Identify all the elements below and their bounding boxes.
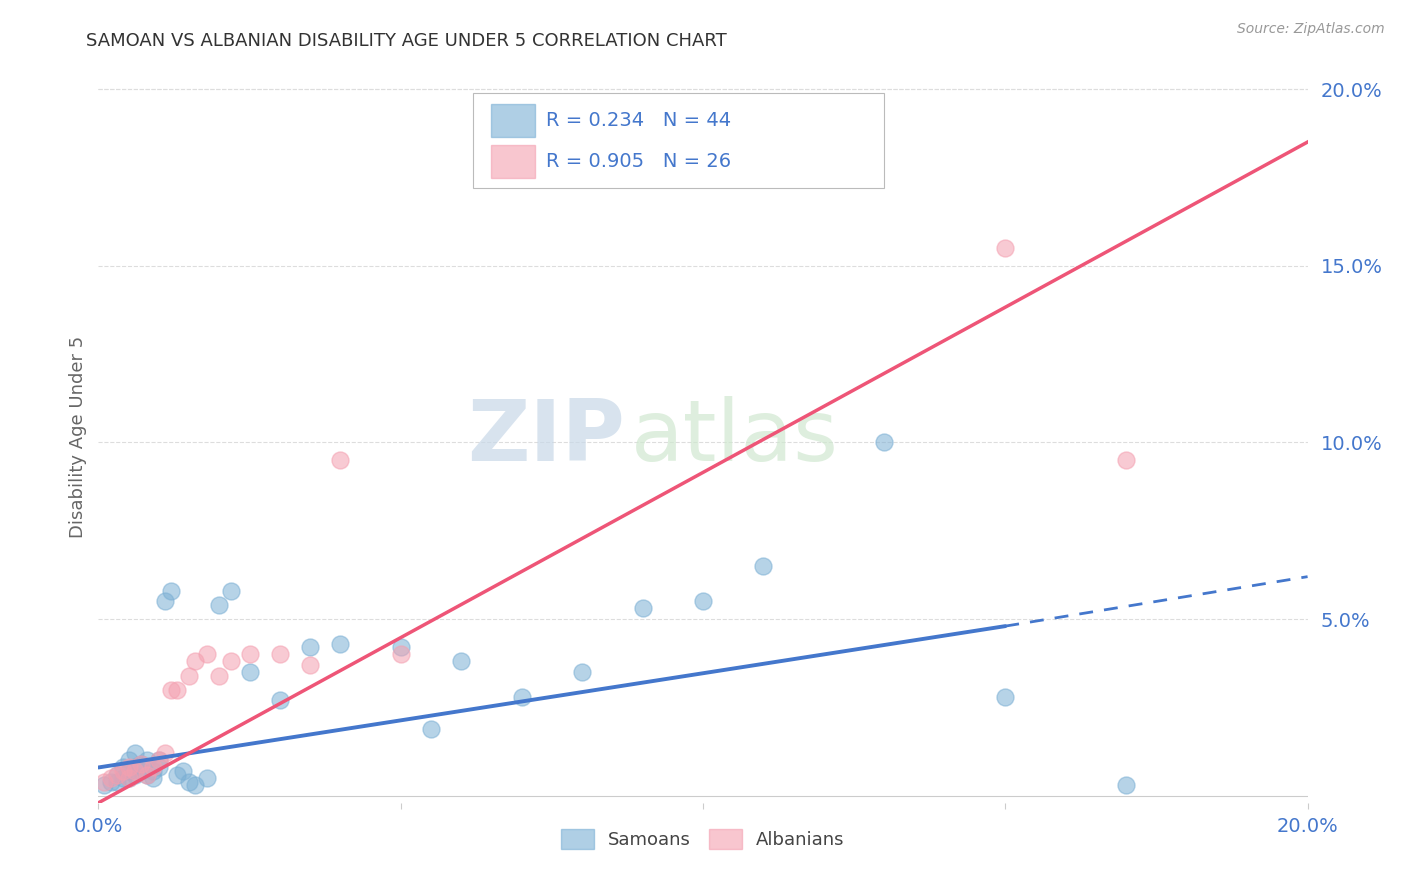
Point (1115, 778, 1137, 792)
Point (135, 767, 157, 781)
Point (269, 648, 291, 662)
Point (571, 665, 593, 679)
Text: ZIP: ZIP (467, 395, 624, 479)
Point (118, 760, 141, 774)
Point (105, 767, 128, 781)
Text: atlas: atlas (630, 395, 838, 479)
Point (111, 760, 134, 774)
Point (142, 764, 165, 778)
Point (239, 648, 262, 662)
Point (166, 767, 188, 781)
Point (93, 778, 115, 792)
Point (118, 771, 141, 785)
Point (135, 767, 157, 781)
Point (153, 594, 176, 608)
Point (510, 690, 533, 704)
Point (221, 655, 243, 669)
FancyBboxPatch shape (492, 103, 534, 137)
Point (994, 241, 1017, 255)
Point (873, 435, 896, 450)
Point (329, 453, 352, 467)
Point (631, 601, 654, 615)
Point (124, 764, 146, 778)
Point (1115, 453, 1137, 467)
Point (179, 774, 201, 789)
Point (142, 771, 165, 785)
Point (221, 583, 243, 598)
Point (184, 655, 207, 669)
Point (994, 690, 1017, 704)
Point (118, 764, 141, 778)
Point (208, 668, 231, 682)
Point (118, 753, 141, 767)
Point (389, 648, 412, 662)
Point (93, 774, 115, 789)
Point (148, 753, 170, 767)
FancyBboxPatch shape (474, 94, 884, 188)
Point (420, 722, 443, 736)
Point (100, 774, 122, 789)
Point (195, 648, 218, 662)
Point (752, 559, 775, 574)
Point (160, 583, 183, 598)
Point (329, 637, 352, 651)
Point (129, 764, 152, 778)
Y-axis label: Disability Age Under 5: Disability Age Under 5 (69, 336, 87, 538)
Point (166, 682, 188, 697)
Text: R = 0.234   N = 44: R = 0.234 N = 44 (546, 111, 731, 130)
Point (692, 594, 714, 608)
Point (179, 668, 201, 682)
Point (160, 682, 183, 697)
Point (299, 640, 322, 655)
Point (124, 760, 146, 774)
Point (450, 655, 472, 669)
Point (124, 767, 146, 781)
Point (148, 760, 170, 774)
Point (239, 665, 262, 679)
Point (124, 747, 146, 761)
Text: Source: ZipAtlas.com: Source: ZipAtlas.com (1237, 22, 1385, 37)
Point (184, 778, 207, 792)
Point (129, 756, 152, 771)
Point (111, 764, 134, 778)
Point (389, 640, 412, 655)
Point (105, 767, 128, 781)
Point (135, 753, 157, 767)
Point (148, 753, 170, 767)
Point (111, 771, 134, 785)
Point (208, 598, 231, 612)
Point (129, 756, 152, 771)
Point (153, 747, 176, 761)
Point (142, 760, 165, 774)
Point (118, 771, 141, 785)
Text: R = 0.905   N = 26: R = 0.905 N = 26 (546, 152, 731, 171)
Point (172, 764, 194, 778)
Point (299, 658, 322, 673)
Point (105, 774, 128, 789)
Point (100, 771, 122, 785)
Point (269, 693, 291, 707)
Text: SAMOAN VS ALBANIAN DISABILITY AGE UNDER 5 CORRELATION CHART: SAMOAN VS ALBANIAN DISABILITY AGE UNDER … (86, 32, 727, 50)
Legend: Samoans, Albanians: Samoans, Albanians (554, 822, 852, 856)
Point (195, 771, 218, 785)
FancyBboxPatch shape (492, 145, 534, 178)
